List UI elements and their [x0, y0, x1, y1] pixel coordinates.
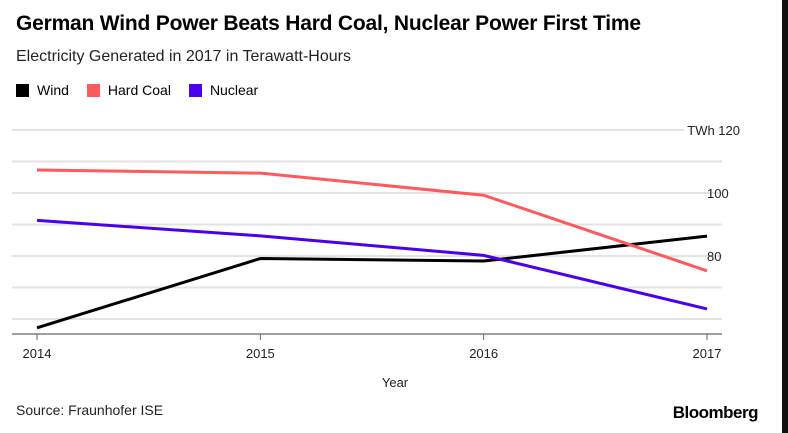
bloomberg-logo: Bloomberg — [672, 403, 759, 422]
legend-swatch-nuclear — [188, 83, 202, 97]
x-tick-label: 2014 — [23, 346, 52, 361]
legend: Wind Hard Coal Nuclear — [16, 82, 258, 98]
legend-item-hard-coal: Hard Coal — [86, 82, 171, 98]
x-tick-label: 2016 — [469, 346, 498, 361]
legend-label-nuclear: Nuclear — [209, 82, 259, 98]
legend-swatch-hard-coal — [86, 83, 100, 97]
x-axis-label: Year — [382, 375, 409, 390]
legend-item-nuclear: Nuclear — [188, 82, 259, 98]
y-tick-label: 80 — [707, 249, 721, 264]
y-tick-label: TWh 120 — [687, 123, 740, 138]
x-tick-label: 2015 — [246, 346, 275, 361]
legend-label-hard-coal: Hard Coal — [107, 82, 171, 98]
series-line-wind — [36, 234, 708, 330]
x-tick-label: 2017 — [693, 346, 722, 361]
window-edge — [782, 0, 788, 433]
y-tick-label: 100 — [707, 186, 729, 201]
legend-swatch-wind — [16, 83, 29, 97]
series-line-hard-coal — [36, 168, 708, 273]
chart-subtitle: Electricity Generated in 2017 in Terawat… — [16, 48, 351, 65]
source-note: Source: Fraunhofer ISE — [16, 402, 164, 418]
legend-label-wind: Wind — [37, 82, 69, 98]
legend-item-wind: Wind — [16, 82, 69, 98]
chart-title: German Wind Power Beats Hard Coal, Nucle… — [16, 12, 641, 35]
series-line-nuclear — [36, 218, 708, 311]
